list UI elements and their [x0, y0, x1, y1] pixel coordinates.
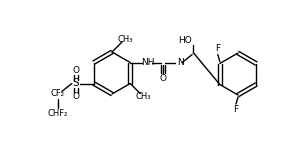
Text: O: O	[72, 66, 79, 75]
Text: CH₃: CH₃	[117, 35, 133, 43]
Text: NH: NH	[142, 58, 155, 67]
Text: CF₂: CF₂	[51, 89, 65, 98]
Text: O: O	[72, 92, 79, 101]
Text: CH₃: CH₃	[135, 92, 151, 101]
Text: F: F	[215, 44, 220, 53]
Text: N: N	[177, 58, 184, 67]
Text: S: S	[72, 79, 79, 88]
Text: O: O	[160, 74, 167, 83]
Text: CHF₂: CHF₂	[48, 109, 68, 118]
Text: F: F	[233, 106, 239, 114]
Text: HO: HO	[178, 36, 192, 45]
